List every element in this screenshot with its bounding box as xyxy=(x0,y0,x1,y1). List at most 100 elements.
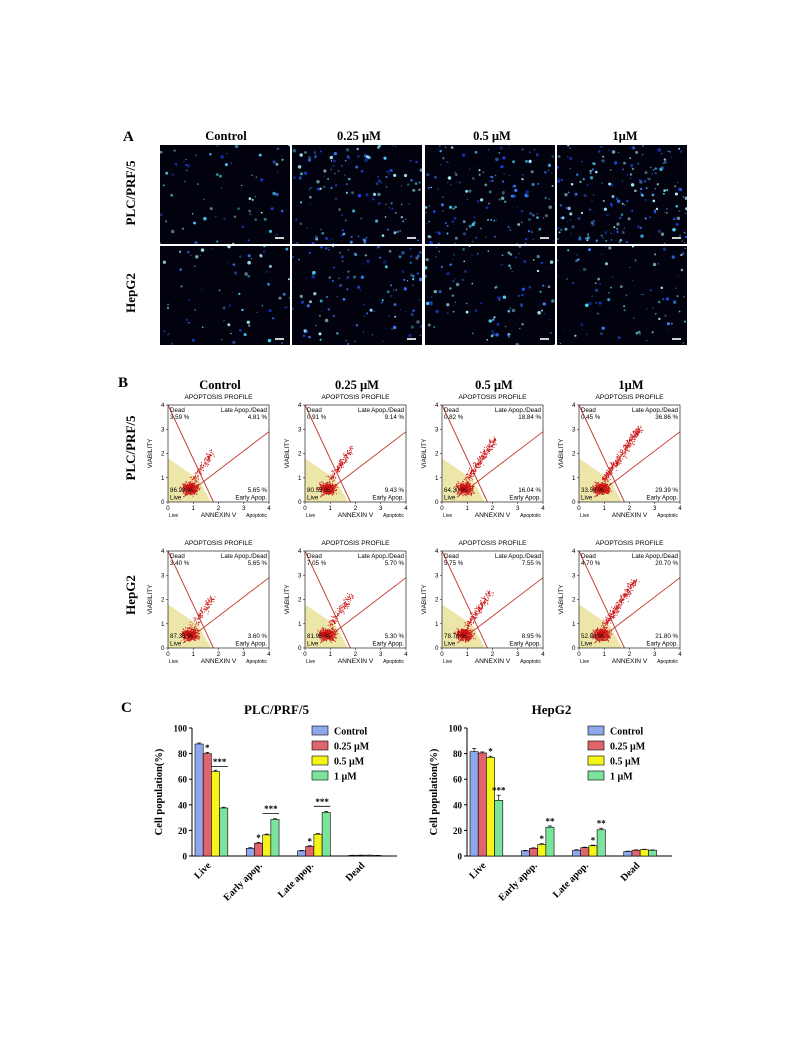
cell-nucleus xyxy=(427,186,430,189)
cell-nucleus xyxy=(591,295,593,297)
cell-nucleus xyxy=(652,307,654,309)
event-dot xyxy=(594,490,596,492)
cell-nucleus xyxy=(493,316,496,319)
cell-nucleus xyxy=(646,178,648,180)
cell-nucleus xyxy=(418,277,422,282)
cell-nucleus xyxy=(418,181,421,184)
cell-nucleus xyxy=(309,196,312,199)
cell-nucleus xyxy=(619,238,623,242)
y-tick-label: 2 xyxy=(572,451,576,458)
event-dot xyxy=(188,639,190,641)
cell-nucleus xyxy=(536,254,540,259)
cell-nucleus xyxy=(309,187,312,190)
event-dot xyxy=(333,472,335,474)
cell-nucleus xyxy=(609,169,612,171)
event-dot xyxy=(620,462,622,464)
cell-nucleus xyxy=(339,283,342,287)
cell-nucleus xyxy=(492,332,496,336)
event-dot xyxy=(321,490,323,492)
cell-nucleus xyxy=(576,173,579,176)
cell-nucleus xyxy=(305,330,308,333)
event-dot xyxy=(608,472,610,474)
cell-nucleus xyxy=(272,317,275,320)
event-dot xyxy=(198,637,200,639)
event-dot xyxy=(194,628,196,630)
cell-nucleus xyxy=(179,250,182,253)
event-dot xyxy=(194,616,196,619)
event-dot xyxy=(203,611,206,613)
cell-nucleus xyxy=(346,275,350,280)
cell-nucleus xyxy=(522,178,524,181)
cell-nucleus xyxy=(637,330,641,334)
cell-nucleus xyxy=(248,197,252,200)
cell-nucleus xyxy=(580,211,584,215)
cell-nucleus xyxy=(308,335,311,339)
cell-nucleus xyxy=(390,202,393,205)
cell-nucleus xyxy=(462,220,466,223)
cell-nucleus xyxy=(465,189,469,193)
event-dot xyxy=(623,454,625,456)
event-dot xyxy=(194,639,197,641)
event-dot xyxy=(196,637,198,639)
panel-a-col-header: 0.25 µM xyxy=(336,129,381,143)
cell-nucleus xyxy=(613,161,618,165)
cell-nucleus xyxy=(604,231,608,235)
cell-nucleus xyxy=(318,332,322,336)
panel-b-col-header: 0.25 µM xyxy=(334,378,379,392)
cell-nucleus xyxy=(195,154,197,156)
event-dot xyxy=(190,492,192,494)
event-dot xyxy=(600,489,602,491)
cell-nucleus xyxy=(216,240,219,243)
cell-nucleus xyxy=(674,340,676,342)
event-dot xyxy=(489,443,491,445)
event-dot xyxy=(347,452,349,454)
event-dot xyxy=(618,457,620,459)
event-dot xyxy=(479,456,481,458)
event-dot xyxy=(595,488,597,490)
cell-nucleus xyxy=(582,267,587,272)
event-dot xyxy=(630,433,632,435)
event-dot xyxy=(185,627,187,629)
cell-nucleus xyxy=(385,203,387,205)
cell-nucleus xyxy=(357,155,360,158)
event-dot xyxy=(340,458,342,461)
event-dot xyxy=(466,495,468,497)
cell-nucleus xyxy=(371,197,375,201)
cell-nucleus xyxy=(430,300,433,304)
event-dot xyxy=(209,604,211,606)
cell-nucleus xyxy=(295,242,299,244)
quadrant-dead-label: Dead xyxy=(170,553,185,560)
x-tick-label: 2 xyxy=(217,651,221,658)
cell-nucleus xyxy=(350,235,353,239)
event-dot xyxy=(191,485,193,487)
event-dot xyxy=(628,439,631,441)
event-dot xyxy=(200,461,202,463)
event-dot xyxy=(186,628,188,630)
x-axis-live-label: Live xyxy=(580,513,589,519)
event-dot xyxy=(468,482,470,484)
event-dot xyxy=(194,638,196,640)
cell-nucleus xyxy=(275,192,279,197)
cell-nucleus xyxy=(435,231,438,233)
cell-nucleus xyxy=(572,282,575,284)
event-dot xyxy=(479,459,481,461)
micrograph-image xyxy=(292,145,422,244)
cell-nucleus xyxy=(482,171,485,174)
cell-nucleus xyxy=(281,342,284,345)
cell-nucleus xyxy=(487,218,489,221)
event-dot xyxy=(629,436,631,439)
event-dot xyxy=(621,451,623,454)
quadrant-dead-label: Dead xyxy=(307,407,322,414)
event-dot xyxy=(633,444,635,446)
cell-nucleus xyxy=(631,246,635,248)
cell-nucleus xyxy=(631,146,636,150)
cell-nucleus xyxy=(602,199,605,203)
cell-nucleus xyxy=(544,213,549,218)
event-dot xyxy=(595,484,597,487)
event-dot xyxy=(468,491,470,493)
event-dot xyxy=(480,463,482,465)
event-dot xyxy=(488,447,490,449)
cell-nucleus xyxy=(652,169,654,171)
cell-nucleus xyxy=(378,202,381,205)
event-dot xyxy=(472,486,474,488)
